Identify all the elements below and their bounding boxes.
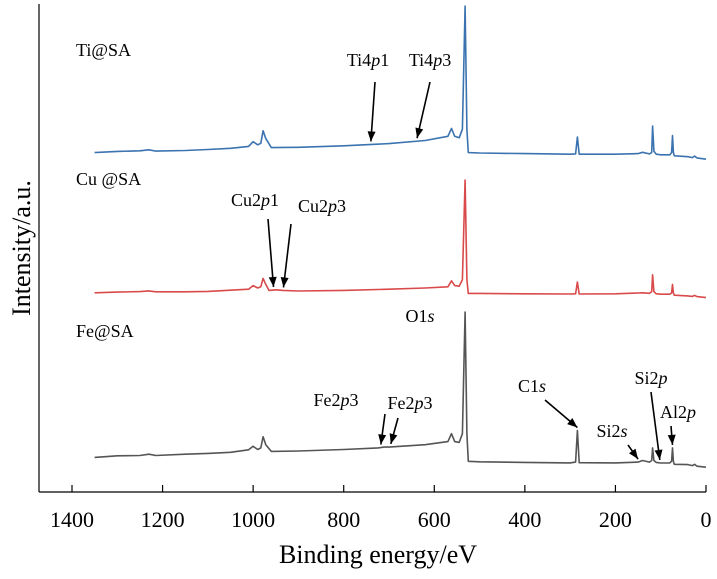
series-label-1: Cu @SA	[76, 169, 141, 189]
peak-annotation-2: Cu2p1	[231, 190, 279, 210]
x-tick-label-0: 1400	[50, 507, 94, 532]
annotation-arrowhead-2	[268, 276, 277, 287]
y-axis-title: Intensity/a.u.	[7, 180, 36, 316]
peak-annotation-10: Al2p	[660, 402, 696, 422]
x-tick-label-7: 0	[701, 507, 712, 532]
x-tick-label-6: 200	[599, 507, 632, 532]
annotation-arrowhead-1	[415, 127, 424, 139]
peak-annotation-4: Fe2p3	[314, 390, 359, 410]
annotation-arrow-3	[282, 223, 292, 288]
annotation-arrowhead-7	[567, 417, 578, 428]
axes	[38, 4, 706, 493]
series-label-2: Fe@SA	[76, 321, 134, 341]
annotation-arrowhead-3	[280, 277, 289, 288]
peak-annotation-0: Ti4p1	[347, 50, 389, 70]
peak-annotation-1: Ti4p3	[409, 50, 451, 70]
peak-annotation-3: Cu2p3	[298, 196, 346, 216]
series-line-0	[94, 5, 707, 160]
x-tick-label-3: 800	[327, 507, 360, 532]
peak-annotations: Ti4p1 Ti4p3 Cu2p1 Cu2p3 Fe2p3 Fe2p3 O1s C1s Si2s…	[231, 50, 696, 461]
series-line-2	[94, 311, 707, 468]
peak-annotation-9: Si2p	[634, 368, 667, 388]
peak-annotation-6: O1s	[405, 306, 434, 326]
x-tick-label-5: 400	[508, 507, 541, 532]
peak-annotation-5: Fe2p3	[388, 393, 433, 413]
series-line-1	[94, 179, 707, 299]
x-axis-title: Binding energy/eV	[279, 540, 477, 569]
annotation-arrowhead-4	[378, 434, 387, 445]
x-ticks: 1400 1200 1000 800 600 400 200 0	[50, 485, 712, 532]
peak-annotation-7: C1s	[518, 376, 546, 396]
series-lines	[94, 5, 707, 468]
annotation-arrow-9	[650, 391, 661, 461]
annotation-arrowhead-8	[629, 448, 639, 460]
x-tick-label-1: 1200	[141, 507, 185, 532]
annotation-arrow-2	[267, 218, 275, 288]
annotation-arrowhead-0	[367, 131, 376, 142]
annotation-arrowhead-10	[667, 434, 676, 445]
x-tick-label-4: 600	[418, 507, 451, 532]
series-labels: Ti@SA Cu @SA Fe@SA	[76, 40, 141, 341]
annotation-arrowhead-5	[389, 433, 398, 444]
peak-annotation-8: Si2s	[596, 421, 627, 441]
annotation-arrowhead-9	[654, 449, 663, 460]
x-tick-label-2: 1000	[231, 507, 275, 532]
series-label-0: Ti@SA	[76, 40, 131, 60]
